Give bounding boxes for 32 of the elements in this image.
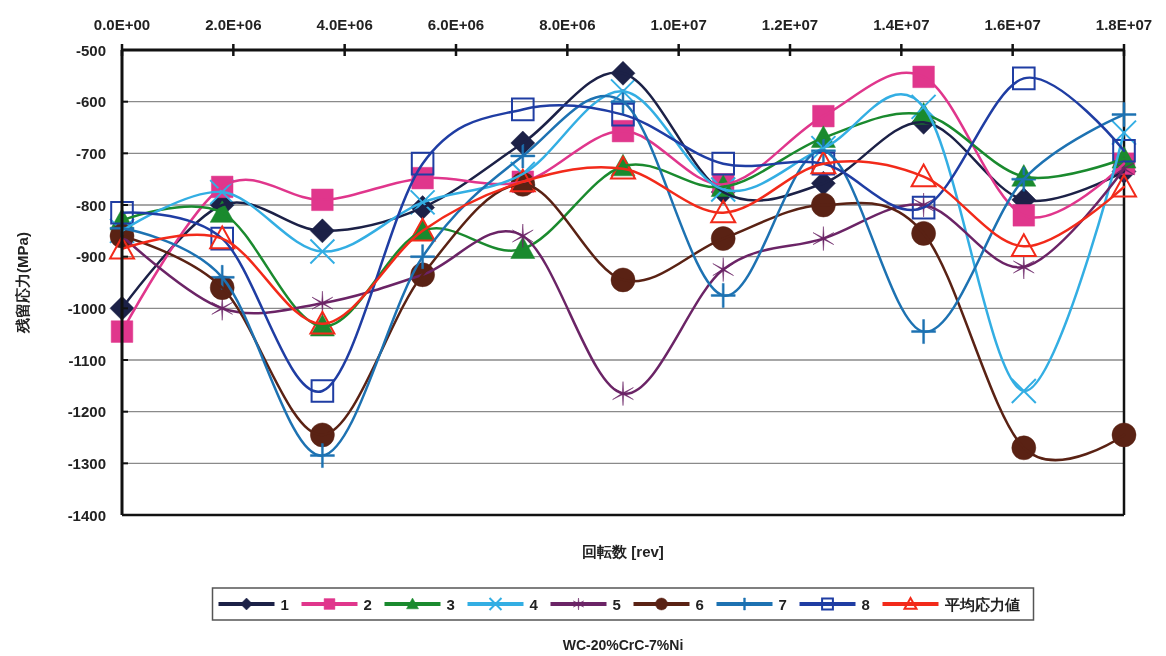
x-tick-label: 4.0E+06 [316, 16, 373, 33]
legend-label: 8 [861, 595, 870, 613]
y-tick-label: -500 [75, 41, 106, 59]
legend-label: 1 [280, 595, 289, 613]
legend-label: 4 [529, 595, 539, 613]
y-tick-label: -800 [75, 196, 106, 214]
x-tick-label: 0.0E+00 [93, 16, 151, 33]
x-tick-label: 6.0E+06 [427, 16, 485, 33]
x-axis-title: 回転数 [rev] [582, 543, 664, 560]
legend-label: 5 [612, 595, 621, 613]
legend-label: 3 [446, 595, 455, 613]
y-tick-label: -600 [75, 93, 106, 111]
legend-label: 7 [778, 595, 787, 613]
legend-label: 2 [363, 595, 372, 613]
y-tick-label: -700 [75, 144, 106, 162]
x-tick-label: 1.8E+07 [1095, 16, 1153, 33]
y-axis-title: 残留応力(MPa) [14, 232, 31, 334]
y-tick-label: -1400 [67, 506, 106, 524]
x-tick-label: 1.0E+07 [650, 16, 707, 33]
x-tick-label: 1.6E+07 [984, 16, 1041, 33]
y-tick-label: -1300 [67, 454, 106, 472]
x-tick-label: 2.0E+06 [205, 16, 262, 33]
x-tick-label: 1.2E+07 [761, 16, 819, 33]
legend-label: 6 [695, 595, 704, 613]
text: WC-20%CrC-7%Ni [562, 637, 684, 653]
y-tick-label: -1100 [68, 351, 106, 369]
y-tick-label: -1200 [67, 403, 106, 421]
legend-label: 平均応力値 [943, 595, 1020, 613]
y-tick-label: -1000 [67, 299, 106, 317]
x-tick-label: 1.4E+07 [873, 16, 930, 33]
y-tick-label: -900 [75, 248, 106, 266]
x-tick-label: 8.0E+06 [539, 16, 596, 33]
